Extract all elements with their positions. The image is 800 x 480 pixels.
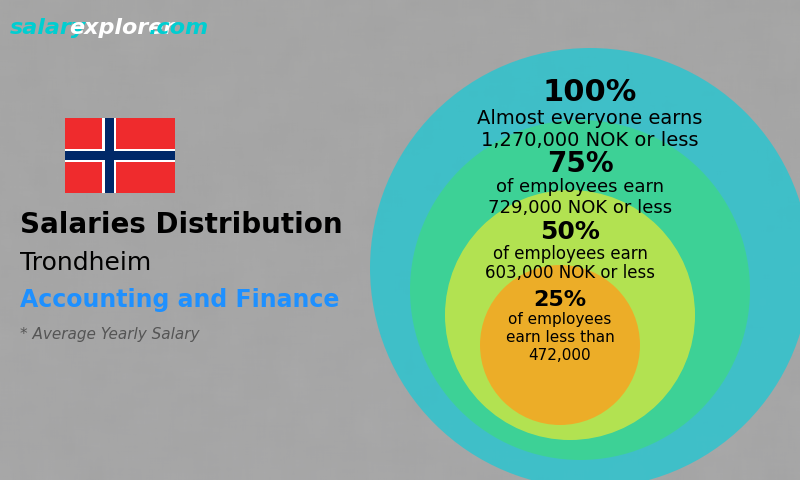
Text: salary: salary xyxy=(10,18,86,38)
Text: 472,000: 472,000 xyxy=(529,348,591,362)
Text: 729,000 NOK or less: 729,000 NOK or less xyxy=(488,199,672,217)
FancyBboxPatch shape xyxy=(105,118,114,193)
FancyBboxPatch shape xyxy=(102,118,116,193)
FancyBboxPatch shape xyxy=(65,118,175,193)
Text: Trondheim: Trondheim xyxy=(20,251,151,275)
Text: 1,270,000 NOK or less: 1,270,000 NOK or less xyxy=(482,131,698,150)
Text: Accounting and Finance: Accounting and Finance xyxy=(20,288,339,312)
FancyBboxPatch shape xyxy=(65,149,175,162)
Circle shape xyxy=(370,48,800,480)
Circle shape xyxy=(410,120,750,460)
FancyBboxPatch shape xyxy=(65,151,175,160)
Text: .com: .com xyxy=(149,18,209,38)
Text: 603,000 NOK or less: 603,000 NOK or less xyxy=(485,264,655,282)
Text: 25%: 25% xyxy=(534,290,586,310)
Text: explorer: explorer xyxy=(70,18,175,38)
Text: 50%: 50% xyxy=(540,220,600,244)
Text: 75%: 75% xyxy=(546,150,614,178)
Text: * Average Yearly Salary: * Average Yearly Salary xyxy=(20,327,199,343)
Text: Salaries Distribution: Salaries Distribution xyxy=(20,211,342,239)
Text: of employees earn: of employees earn xyxy=(496,178,664,196)
Text: of employees: of employees xyxy=(508,312,612,327)
Circle shape xyxy=(445,190,695,440)
Text: earn less than: earn less than xyxy=(506,330,614,345)
Text: of employees earn: of employees earn xyxy=(493,245,647,263)
Circle shape xyxy=(480,265,640,425)
Text: 100%: 100% xyxy=(543,78,637,107)
Text: Almost everyone earns: Almost everyone earns xyxy=(478,109,702,128)
